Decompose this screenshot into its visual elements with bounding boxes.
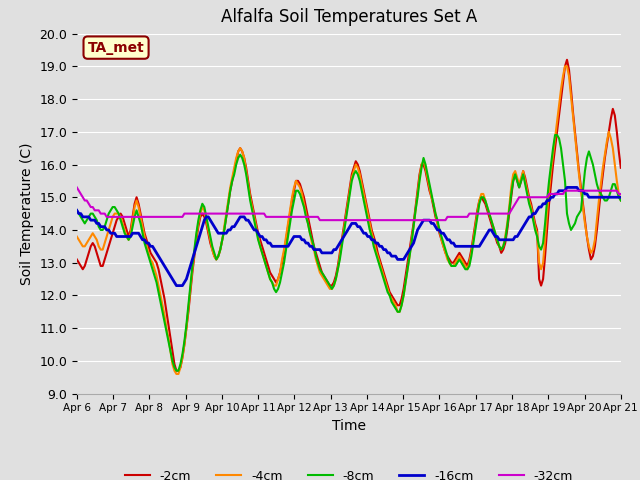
-8cm: [290, 198, 298, 204]
Line: -32cm: -32cm: [77, 187, 621, 220]
-32cm: [119, 214, 127, 220]
-4cm: [290, 184, 298, 190]
-8cm: [73, 207, 81, 213]
-16cm: [119, 234, 127, 240]
-32cm: [617, 191, 625, 197]
-16cm: [290, 234, 298, 240]
-8cm: [119, 224, 127, 229]
-4cm: [454, 256, 461, 262]
-8cm: [617, 198, 625, 204]
-16cm: [504, 237, 511, 243]
-16cm: [454, 243, 461, 249]
-2cm: [563, 57, 571, 63]
-2cm: [173, 368, 180, 373]
-4cm: [543, 211, 551, 216]
-8cm: [543, 198, 551, 204]
X-axis label: Time: Time: [332, 419, 366, 433]
-2cm: [617, 165, 625, 171]
-8cm: [223, 214, 230, 220]
-2cm: [223, 214, 230, 220]
-2cm: [73, 256, 81, 262]
-16cm: [543, 198, 551, 204]
-32cm: [288, 214, 296, 220]
-2cm: [543, 227, 551, 233]
-32cm: [316, 217, 324, 223]
-32cm: [73, 184, 81, 190]
-8cm: [173, 368, 180, 373]
-4cm: [504, 220, 511, 226]
-16cm: [173, 283, 180, 288]
Title: Alfalfa Soil Temperatures Set A: Alfalfa Soil Temperatures Set A: [221, 9, 477, 26]
Line: -4cm: -4cm: [77, 66, 621, 374]
Legend: -2cm, -4cm, -8cm, -16cm, -32cm: -2cm, -4cm, -8cm, -16cm, -32cm: [120, 465, 578, 480]
Text: TA_met: TA_met: [88, 41, 145, 55]
-4cm: [173, 371, 180, 377]
-32cm: [504, 211, 511, 216]
-4cm: [119, 220, 127, 226]
-32cm: [543, 194, 551, 200]
-4cm: [617, 198, 625, 204]
-8cm: [454, 260, 461, 265]
-2cm: [119, 214, 127, 220]
-16cm: [73, 207, 81, 213]
-16cm: [223, 230, 230, 236]
-4cm: [561, 63, 569, 69]
-16cm: [563, 184, 571, 190]
-32cm: [454, 214, 461, 220]
-2cm: [454, 253, 461, 259]
Line: -16cm: -16cm: [77, 187, 621, 286]
Line: -8cm: -8cm: [77, 135, 621, 371]
-32cm: [220, 211, 228, 216]
-8cm: [551, 132, 559, 138]
-2cm: [504, 227, 511, 233]
-4cm: [223, 211, 230, 216]
-2cm: [290, 188, 298, 193]
Line: -2cm: -2cm: [77, 60, 621, 371]
-8cm: [504, 224, 511, 229]
-4cm: [73, 234, 81, 240]
Y-axis label: Soil Temperature (C): Soil Temperature (C): [20, 143, 34, 285]
-16cm: [617, 194, 625, 200]
